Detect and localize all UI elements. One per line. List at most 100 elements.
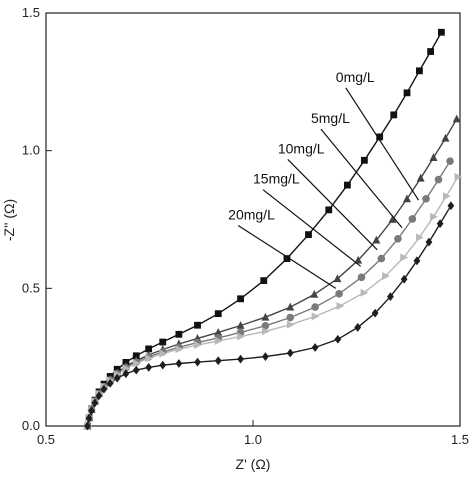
data-point-15mg/L — [262, 327, 270, 336]
data-point-20mg/L — [159, 360, 167, 370]
data-point-10mg/L — [446, 157, 454, 165]
data-point-20mg/L — [387, 292, 394, 301]
series-line-0mg/L — [86, 31, 443, 427]
data-point-0mg/L — [360, 156, 368, 164]
x-tick-label: 0.5 — [37, 432, 55, 447]
data-point-0mg/L — [283, 255, 291, 262]
data-point-20mg/L — [95, 391, 103, 401]
data-point-0mg/L — [427, 48, 435, 55]
data-point-10mg/L — [434, 175, 443, 184]
data-point-20mg/L — [84, 421, 91, 431]
data-point-20mg/L — [175, 359, 183, 368]
data-point-5mg/L — [354, 255, 363, 264]
data-point-15mg/L — [400, 253, 409, 262]
data-point-20mg/L — [194, 357, 201, 367]
data-point-20mg/L — [106, 378, 114, 388]
data-point-10mg/L — [335, 290, 343, 298]
y-tick-label: 1.0 — [22, 143, 40, 158]
data-point-20mg/L — [311, 343, 319, 352]
annotation-leader — [320, 128, 403, 229]
data-point-5mg/L — [372, 235, 381, 244]
data-point-20mg/L — [85, 413, 93, 423]
data-point-20mg/L — [122, 369, 130, 379]
data-point-5mg/L — [403, 194, 412, 203]
data-point-5mg/L — [452, 114, 461, 123]
data-point-5mg/L — [214, 327, 223, 336]
data-point-5mg/L — [388, 215, 397, 223]
y-tick-label: 0.0 — [22, 418, 40, 433]
data-point-0mg/L — [305, 231, 312, 239]
data-point-0mg/L — [376, 133, 384, 141]
data-point-15mg/L — [237, 332, 245, 341]
data-point-10mg/L — [311, 303, 319, 311]
annotation-leader — [345, 87, 420, 201]
x-tick-label: 1.5 — [451, 432, 469, 447]
data-point-10mg/L — [422, 195, 430, 203]
data-point-0mg/L — [194, 321, 201, 329]
data-point-20mg/L — [400, 274, 408, 284]
data-point-0mg/L — [145, 345, 153, 353]
series-markers — [83, 28, 463, 431]
data-point-15mg/L — [122, 364, 131, 373]
data-point-20mg/L — [262, 352, 269, 362]
annotation-label: 15mg/L — [253, 171, 300, 187]
data-point-20mg/L — [436, 219, 444, 229]
data-point-5mg/L — [261, 312, 270, 321]
data-point-0mg/L — [343, 181, 351, 189]
axis-ticks: 0.5 1.0 1.50.00.51.01.5 — [22, 5, 469, 447]
data-point-15mg/L — [311, 312, 320, 321]
data-point-20mg/L — [237, 354, 244, 364]
data-point-20mg/L — [88, 406, 95, 415]
data-point-0mg/L — [237, 295, 244, 303]
data-point-0mg/L — [214, 310, 222, 318]
data-point-15mg/L — [442, 192, 451, 201]
data-point-20mg/L — [413, 256, 421, 266]
data-point-20mg/L — [447, 201, 455, 211]
annotation-label: 5mg/L — [311, 110, 350, 126]
y-tick-label: 0.5 — [22, 280, 40, 295]
data-point-0mg/L — [159, 338, 167, 346]
data-point-10mg/L — [357, 273, 366, 282]
data-point-5mg/L — [310, 289, 319, 298]
y-tick-label: 1.5 — [22, 5, 40, 20]
annotation-label: 0mg/L — [336, 69, 375, 85]
y-axis-title: -Z'' (Ω) — [1, 199, 17, 241]
x-tick-label: 1.0 — [244, 432, 262, 447]
data-point-15mg/L — [382, 271, 390, 280]
data-point-0mg/L — [260, 277, 268, 285]
data-point-5mg/L — [286, 302, 295, 311]
x-axis-title: Z' (Ω) — [236, 456, 271, 472]
data-point-15mg/L — [360, 288, 369, 297]
data-point-15mg/L — [214, 336, 223, 345]
data-point-0mg/L — [132, 352, 140, 360]
data-point-10mg/L — [261, 321, 270, 330]
data-point-20mg/L — [214, 356, 222, 366]
data-point-20mg/L — [145, 362, 153, 372]
data-point-0mg/L — [416, 67, 423, 75]
data-point-20mg/L — [286, 348, 294, 358]
data-point-15mg/L — [159, 349, 168, 358]
data-point-10mg/L — [286, 313, 295, 322]
data-point-0mg/L — [437, 28, 445, 36]
data-point-15mg/L — [416, 233, 424, 242]
annotations: 0mg/L 5mg/L 10mg/L 15mg/L 20mg/L — [228, 69, 420, 289]
data-point-15mg/L — [194, 341, 202, 350]
data-point-5mg/L — [441, 133, 450, 142]
data-point-5mg/L — [333, 274, 342, 283]
data-point-5mg/L — [416, 173, 425, 182]
data-point-10mg/L — [377, 254, 386, 263]
annotation-leader — [237, 224, 337, 289]
series-line-10mg/L — [86, 160, 451, 427]
data-point-0mg/L — [325, 206, 333, 214]
data-point-15mg/L — [430, 212, 438, 221]
data-point-5mg/L — [236, 321, 245, 329]
data-point-15mg/L — [132, 359, 141, 368]
data-point-20mg/L — [354, 323, 362, 332]
data-point-20mg/L — [371, 308, 379, 318]
data-point-20mg/L — [100, 384, 108, 394]
series-lines — [86, 31, 459, 427]
data-point-15mg/L — [454, 172, 463, 181]
data-point-0mg/L — [175, 330, 183, 338]
data-point-15mg/L — [286, 320, 295, 329]
